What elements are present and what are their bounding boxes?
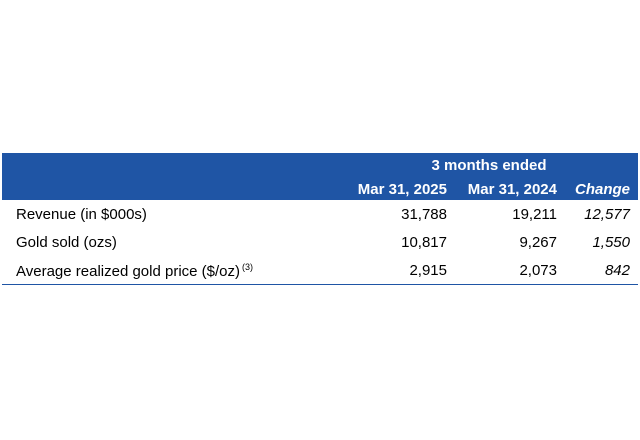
column-header-change: Change	[574, 181, 630, 198]
row-label: Gold sold (ozs)	[16, 234, 117, 251]
cell-change: 842	[604, 262, 630, 279]
period-group-title: 3 months ended	[431, 157, 547, 174]
row-label-text: Average realized gold price ($/oz)	[16, 263, 241, 280]
cell-mar-2024: 19,211	[512, 206, 557, 223]
row-label-text: Gold sold (ozs)	[16, 234, 117, 251]
table-row-avg-gold-price: Average realized gold price ($/oz) (3) 2,…	[2, 256, 638, 285]
column-header-mar-2025: Mar 31, 2025	[357, 181, 447, 198]
table-row-gold-sold: Gold sold (ozs) 10,817 9,267 1,550	[2, 228, 638, 256]
table-header: 3 months ended Mar 31, 2025 Mar 31, 2024…	[2, 153, 638, 200]
cell-mar-2024: 9,267	[519, 234, 557, 251]
cell-mar-2025: 10,817	[401, 234, 447, 251]
column-header-mar-2024: Mar 31, 2024	[467, 181, 557, 198]
financial-summary-table: 3 months ended Mar 31, 2025 Mar 31, 2024…	[2, 153, 638, 285]
row-label: Revenue (in $000s)	[16, 206, 147, 223]
cell-mar-2025: 31,788	[401, 206, 447, 223]
row-label-text: Revenue (in $000s)	[16, 206, 147, 223]
footnote-marker: (3)	[242, 262, 254, 272]
cell-change: 12,577	[584, 206, 630, 223]
table-row-revenue: Revenue (in $000s) 31,788 19,211 12,577	[2, 200, 638, 228]
cell-mar-2024: 2,073	[519, 262, 557, 279]
row-label: Average realized gold price ($/oz) (3)	[16, 262, 253, 280]
cell-mar-2025: 2,915	[409, 262, 447, 279]
cell-change: 1,550	[592, 234, 630, 251]
